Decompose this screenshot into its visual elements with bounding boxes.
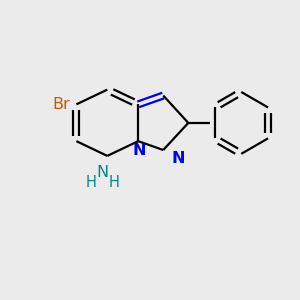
- Text: Br: Br: [52, 97, 70, 112]
- Text: N: N: [133, 142, 146, 158]
- Text: H: H: [108, 175, 119, 190]
- Text: N: N: [172, 152, 185, 166]
- Text: N: N: [97, 165, 109, 180]
- Text: H: H: [86, 175, 97, 190]
